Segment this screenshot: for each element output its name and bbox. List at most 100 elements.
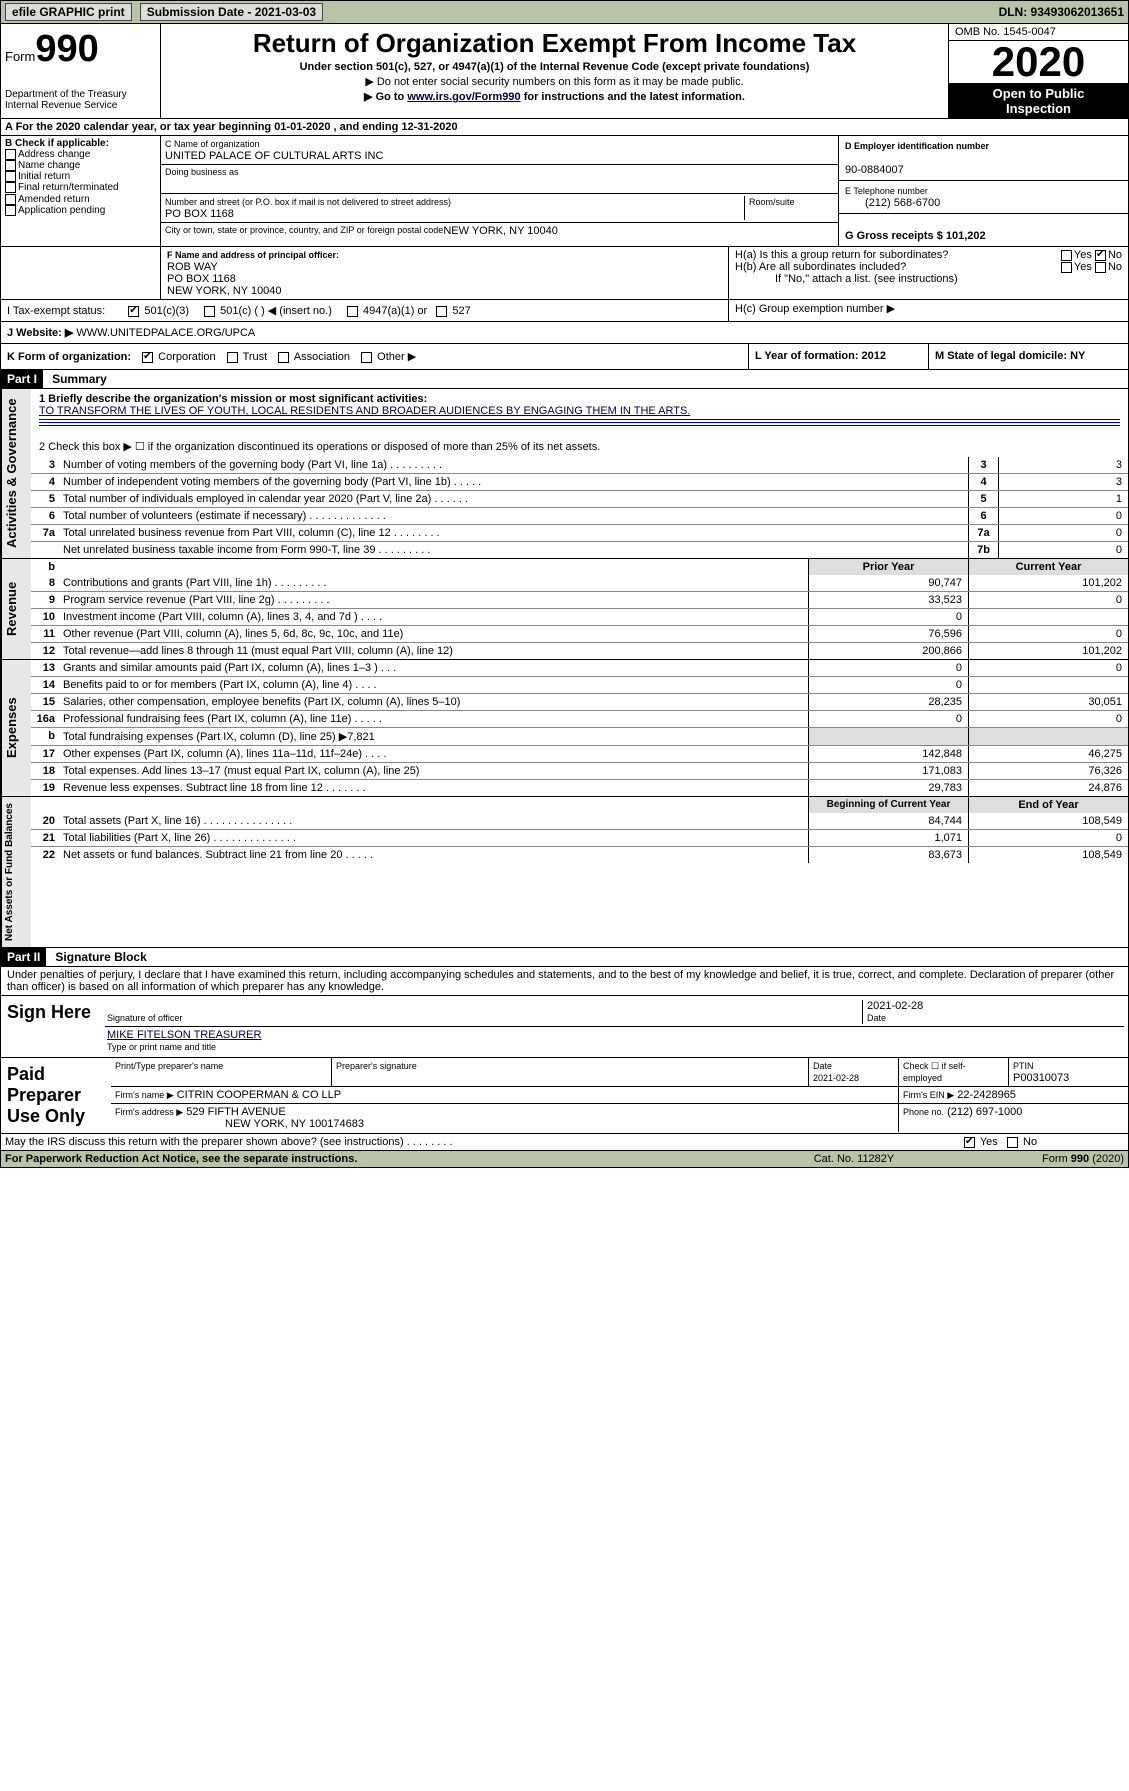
gov-row: 5Total number of individuals employed in… <box>31 490 1128 507</box>
cb-501c[interactable] <box>204 306 215 317</box>
addr: PO BOX 1168 <box>165 208 234 220</box>
part1-hdr: Part I Summary <box>0 370 1129 389</box>
dln: DLN: 93493062013651 <box>999 5 1124 19</box>
netassets-section: Net Assets or Fund Balances Beginning of… <box>0 797 1129 948</box>
c-lbl: C Name of organization <box>165 139 260 149</box>
part2-title: Signature Block <box>55 950 146 964</box>
h5: PTIN <box>1013 1061 1034 1071</box>
form-num: 990 <box>35 28 98 70</box>
cb-501c3[interactable] <box>128 306 139 317</box>
footer: For Paperwork Reduction Act Notice, see … <box>0 1151 1129 1168</box>
527: 527 <box>452 305 470 317</box>
assoc: Association <box>294 351 350 363</box>
cb-assoc[interactable] <box>278 352 289 363</box>
cb-initial[interactable] <box>5 171 16 182</box>
cb-527[interactable] <box>436 306 447 317</box>
phone: (212) 568-6700 <box>845 197 940 209</box>
city-lbl: City or town, state or province, country… <box>165 225 443 237</box>
city: NEW YORK, NY 10040 <box>443 225 558 237</box>
website: WWW.UNITEDPALACE.ORG/UPCA <box>76 327 255 339</box>
ptin: P00310073 <box>1013 1072 1069 1084</box>
rev-b: b <box>31 559 59 575</box>
sign-here: Sign Here <box>1 996 101 1057</box>
cb-discuss-no[interactable] <box>1007 1137 1018 1148</box>
perjury: Under penalties of perjury, I declare th… <box>0 967 1129 996</box>
ha-lbl: H(a) Is this a group return for subordin… <box>735 249 948 261</box>
cb-other[interactable] <box>361 352 372 363</box>
sign-section: Sign Here Signature of officer 2021-02-2… <box>0 996 1129 1058</box>
dept: Department of the Treasury Internal Reve… <box>5 89 156 111</box>
sig-name: MIKE FITELSON TREASURER <box>107 1029 261 1041</box>
firm: CITRIN COOPERMAN & CO LLP <box>177 1089 341 1101</box>
instr2: ▶ Go to www.irs.gov/Form990 for instruct… <box>165 90 944 103</box>
cat: Cat. No. 11282Y <box>764 1153 944 1165</box>
cb-name[interactable] <box>5 160 16 171</box>
sig-lbl: Signature of officer <box>107 1013 182 1023</box>
fphone-lbl: Phone no. <box>903 1107 944 1117</box>
cb-ha-yes[interactable] <box>1061 250 1072 261</box>
h3v: 2021-02-28 <box>813 1073 859 1083</box>
formnum: Form 990 (2020) <box>944 1153 1124 1165</box>
hc-lbl: H(c) Group exemption number ▶ <box>735 303 895 315</box>
trust: Trust <box>243 351 268 363</box>
goto: ▶ Go to <box>364 91 407 103</box>
j-lbl: J Website: ▶ <box>7 327 73 339</box>
cb-amended[interactable] <box>5 194 16 205</box>
part1-bar: Part I <box>1 370 43 388</box>
firm-lbl: Firm's name ▶ <box>115 1090 174 1100</box>
l2: 2 Check this box ▶ ☐ if the organization… <box>39 441 600 453</box>
gov-row: 7aTotal unrelated business revenue from … <box>31 524 1128 541</box>
boxb-hdr: B Check if applicable: <box>5 138 109 149</box>
cb-app[interactable] <box>5 205 16 216</box>
beg-year: Beginning of Current Year <box>808 797 968 813</box>
g-lbl: G Gross receipts $ 101,202 <box>845 230 986 242</box>
yes: Yes <box>1074 249 1092 261</box>
faddr-lbl: Firm's address ▶ <box>115 1107 183 1117</box>
subdate-btn[interactable]: Submission Date - 2021-03-03 <box>140 3 323 21</box>
governance-section: Activities & Governance 1 Briefly descri… <box>0 389 1129 559</box>
date-lbl: Date <box>867 1013 886 1023</box>
cb-final[interactable] <box>5 182 16 193</box>
d-lbl: D Employer identification number <box>845 141 989 151</box>
cb-4947[interactable] <box>347 306 358 317</box>
rev-row: 9Program service revenue (Part VIII, lin… <box>31 591 1128 608</box>
opt-final: Final return/terminated <box>18 183 119 194</box>
curr-year: Current Year <box>968 559 1128 575</box>
cb-trust[interactable] <box>227 352 238 363</box>
opt-amended: Amended return <box>18 194 90 205</box>
h4: Check ☐ if self-employed <box>903 1061 966 1083</box>
i-lbl: I Tax-exempt status: <box>7 305 105 317</box>
opt-app: Application pending <box>18 205 105 216</box>
box-fh: F Name and address of principal officer:… <box>0 247 1129 300</box>
part2-bar: Part II <box>1 948 46 966</box>
name-lbl: Type or print name and title <box>107 1042 216 1052</box>
na-row: 20Total assets (Part X, line 16) . . . .… <box>31 813 1128 829</box>
corp: Corporation <box>158 351 215 363</box>
gov-row: Net unrelated business taxable income fr… <box>31 541 1128 558</box>
form-word: Form <box>5 49 35 64</box>
cb-hb-no[interactable] <box>1095 262 1106 273</box>
end-year: End of Year <box>968 797 1128 813</box>
m-lbl: M State of legal domicile: NY <box>935 350 1085 362</box>
na-hdr: Beginning of Current Year End of Year <box>31 797 1128 813</box>
exp-row: 16aProfessional fundraising fees (Part I… <box>31 710 1128 727</box>
part2-hdr: Part II Signature Block <box>0 948 1129 967</box>
efile-btn[interactable]: efile GRAPHIC print <box>5 3 132 21</box>
fphone: (212) 697-1000 <box>947 1106 1022 1118</box>
cb-address[interactable] <box>5 149 16 160</box>
cb-discuss-yes[interactable] <box>964 1137 975 1148</box>
no: No <box>1108 249 1122 261</box>
cb-ha-no[interactable] <box>1095 250 1106 261</box>
cb-corp[interactable] <box>142 352 153 363</box>
opt-address: Address change <box>18 149 90 160</box>
firm-ein: 22-2428965 <box>957 1089 1016 1101</box>
exp-row: 18Total expenses. Add lines 13–17 (must … <box>31 762 1128 779</box>
na-row: 22Net assets or fund balances. Subtract … <box>31 846 1128 863</box>
cb-hb-yes[interactable] <box>1061 262 1072 273</box>
pra: For Paperwork Reduction Act Notice, see … <box>5 1153 357 1165</box>
irs-link[interactable]: www.irs.gov/Form990 <box>407 91 520 103</box>
mission: TO TRANSFORM THE LIVES OF YOUTH, LOCAL R… <box>39 405 690 417</box>
501c: 501(c) ( ) ◀ (insert no.) <box>220 305 332 317</box>
gov-row: 3Number of voting members of the governi… <box>31 457 1128 473</box>
gov-row: 4Number of independent voting members of… <box>31 473 1128 490</box>
